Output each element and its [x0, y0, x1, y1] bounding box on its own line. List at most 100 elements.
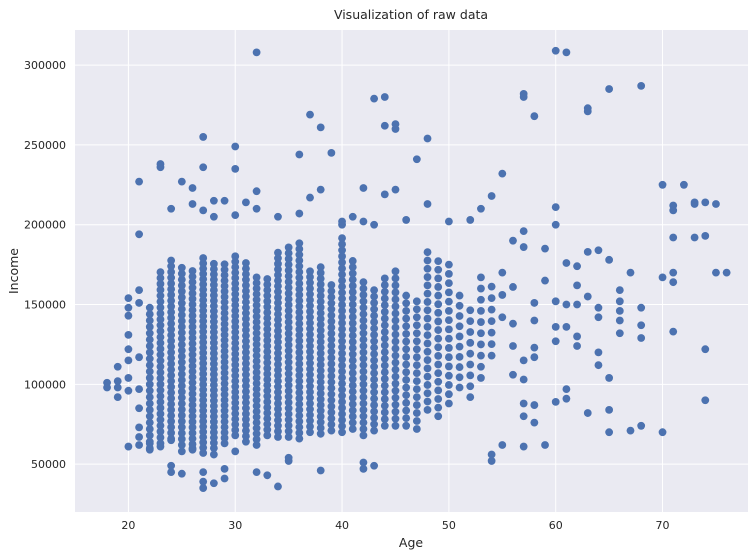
data-point — [145, 310, 154, 318]
data-point — [402, 375, 411, 384]
data-point — [327, 305, 336, 314]
data-point — [434, 360, 443, 369]
data-point — [551, 203, 560, 212]
data-point — [370, 356, 379, 365]
x-tick-label: 50 — [442, 519, 456, 532]
data-point — [444, 288, 453, 297]
data-point — [412, 377, 421, 386]
data-point — [252, 368, 261, 377]
data-point — [327, 353, 336, 362]
data-point — [306, 347, 314, 356]
data-point — [188, 401, 197, 409]
data-point — [316, 314, 325, 323]
data-point — [167, 377, 176, 386]
data-point — [220, 330, 229, 339]
data-point — [177, 275, 186, 284]
data-point — [338, 385, 346, 394]
data-point — [412, 329, 421, 338]
data-point — [156, 163, 165, 172]
data-point — [295, 250, 304, 259]
data-point — [530, 112, 539, 121]
data-point — [274, 410, 282, 419]
data-point — [263, 392, 272, 401]
data-point — [338, 300, 346, 309]
data-point — [124, 374, 133, 382]
data-point — [231, 268, 240, 277]
data-point — [284, 295, 293, 303]
data-point — [455, 301, 464, 310]
data-point — [295, 400, 304, 409]
data-point — [274, 321, 282, 330]
data-point — [263, 319, 272, 328]
data-point — [274, 259, 282, 268]
data-point — [220, 417, 229, 426]
data-point — [188, 423, 197, 432]
data-point — [145, 418, 154, 427]
data-point — [295, 268, 304, 276]
data-point — [263, 425, 272, 434]
data-point — [412, 369, 421, 378]
data-point — [380, 307, 389, 316]
data-point — [434, 412, 443, 421]
data-point — [188, 395, 197, 404]
data-point — [156, 374, 165, 383]
data-point — [359, 342, 368, 350]
data-point — [370, 369, 379, 378]
data-point — [284, 300, 293, 309]
data-point — [156, 380, 165, 389]
data-point — [295, 411, 304, 420]
data-point — [380, 281, 389, 289]
data-point — [124, 356, 133, 365]
data-point — [316, 412, 325, 421]
data-point — [188, 434, 197, 443]
data-point — [316, 383, 325, 392]
data-point — [284, 364, 293, 372]
data-point — [188, 345, 197, 354]
data-point — [487, 294, 496, 303]
data-point — [402, 421, 411, 430]
data-point — [359, 431, 368, 440]
data-point — [316, 395, 325, 404]
x-tick-label: 30 — [228, 519, 242, 532]
data-point — [231, 274, 240, 282]
data-point — [231, 164, 240, 173]
data-point — [199, 206, 208, 215]
data-point — [231, 426, 240, 434]
data-point — [295, 279, 304, 288]
data-point — [605, 255, 614, 264]
data-point — [348, 356, 357, 365]
data-point — [412, 417, 421, 425]
data-point — [380, 381, 389, 390]
data-point — [135, 230, 144, 239]
data-point — [156, 368, 165, 377]
data-point — [370, 299, 379, 307]
data-point — [327, 341, 336, 350]
data-point — [402, 406, 411, 415]
data-point — [177, 263, 186, 272]
data-point — [359, 335, 368, 344]
data-point — [562, 385, 571, 394]
data-point — [252, 301, 261, 310]
data-point — [274, 354, 282, 363]
data-point — [135, 404, 144, 413]
data-point — [477, 273, 485, 282]
data-point — [252, 329, 261, 338]
data-point — [466, 317, 475, 326]
data-point — [701, 198, 710, 207]
data-point — [380, 395, 389, 403]
data-point — [487, 457, 496, 465]
data-point — [370, 220, 379, 229]
data-point — [316, 355, 325, 363]
data-point — [156, 350, 165, 359]
data-point — [498, 441, 507, 449]
data-point — [188, 306, 197, 314]
data-point — [348, 369, 357, 377]
data-point — [530, 299, 539, 307]
data-point — [316, 418, 325, 427]
data-point — [167, 400, 176, 409]
data-point — [327, 347, 336, 356]
data-point — [274, 271, 282, 279]
data-point — [242, 354, 250, 362]
data-point — [306, 319, 314, 327]
data-point — [551, 220, 560, 229]
